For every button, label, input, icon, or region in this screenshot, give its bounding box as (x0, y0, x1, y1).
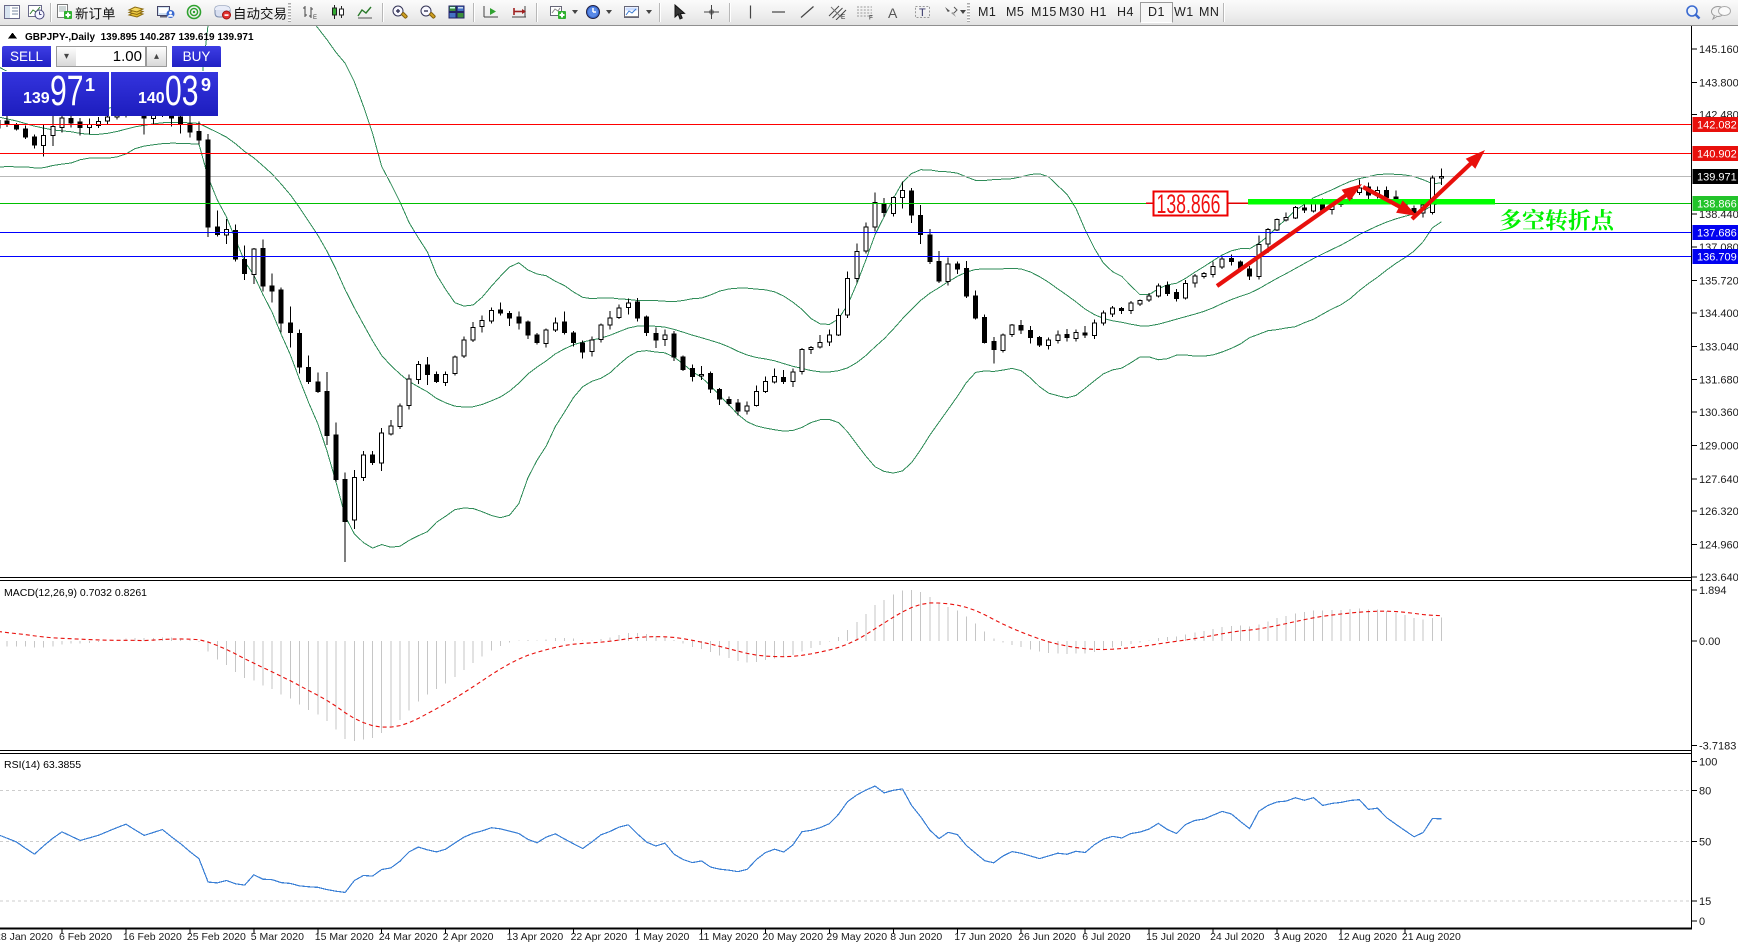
svg-text:136.709: 136.709 (1697, 251, 1737, 263)
svg-text:0: 0 (1699, 916, 1705, 928)
svg-text:123.640: 123.640 (1699, 572, 1738, 584)
svg-text:145.160: 145.160 (1699, 44, 1738, 56)
svg-text:138.866: 138.866 (1697, 198, 1737, 210)
svg-text:21 Aug 2020: 21 Aug 2020 (1402, 931, 1461, 943)
svg-text:8 Jun 2020: 8 Jun 2020 (890, 931, 942, 943)
svg-text:133.040: 133.040 (1699, 341, 1738, 353)
svg-text:24 Mar 2020: 24 Mar 2020 (379, 931, 438, 943)
svg-text:T: T (919, 7, 926, 19)
svg-text:11 May 2020: 11 May 2020 (699, 931, 759, 943)
svg-text:2 Apr 2020: 2 Apr 2020 (443, 931, 494, 943)
svg-text:135.720: 135.720 (1699, 276, 1738, 288)
svg-text:129.000: 129.000 (1699, 440, 1738, 452)
svg-text:124.960: 124.960 (1699, 540, 1738, 552)
svg-text:6 Feb 2020: 6 Feb 2020 (59, 931, 112, 943)
svg-text:RSI(14) 63.3855: RSI(14) 63.3855 (4, 759, 81, 771)
svg-text:17 Jun 2020: 17 Jun 2020 (954, 931, 1012, 943)
svg-text:5 Mar 2020: 5 Mar 2020 (251, 931, 304, 943)
svg-text:15 Mar 2020: 15 Mar 2020 (315, 931, 374, 943)
svg-text:138.866: 138.866 (1157, 188, 1221, 219)
svg-text:16 Feb 2020: 16 Feb 2020 (123, 931, 182, 943)
svg-text:143.800: 143.800 (1699, 77, 1738, 89)
svg-text:1.894: 1.894 (1699, 585, 1727, 597)
svg-text:100: 100 (1699, 757, 1717, 769)
svg-text:29 May 2020: 29 May 2020 (826, 931, 887, 943)
svg-text:3 Aug 2020: 3 Aug 2020 (1274, 931, 1327, 943)
svg-text:50: 50 (1699, 837, 1711, 849)
svg-text:25 Feb 2020: 25 Feb 2020 (187, 931, 246, 943)
svg-text:13 Apr 2020: 13 Apr 2020 (507, 931, 564, 943)
svg-text:142.082: 142.082 (1697, 120, 1737, 132)
svg-text:15: 15 (1699, 896, 1711, 908)
svg-text:GBPJPY-,Daily 139.895 140.287: GBPJPY-,Daily 139.895 140.287 139.619 13… (25, 32, 254, 43)
svg-text:E: E (841, 14, 846, 20)
svg-text:140.902: 140.902 (1697, 148, 1737, 160)
svg-text:127.640: 127.640 (1699, 474, 1738, 486)
svg-text:131.680: 131.680 (1699, 375, 1738, 387)
svg-text:80: 80 (1699, 785, 1711, 797)
svg-text:137.686: 137.686 (1697, 227, 1737, 239)
svg-text:26 Jun 2020: 26 Jun 2020 (1018, 931, 1076, 943)
svg-text:6 Jul 2020: 6 Jul 2020 (1082, 931, 1131, 943)
svg-text:139.971: 139.971 (1697, 171, 1737, 183)
svg-text:130.360: 130.360 (1699, 407, 1738, 419)
svg-text:22 Apr 2020: 22 Apr 2020 (571, 931, 628, 943)
svg-text:28 Jan 2020: 28 Jan 2020 (0, 931, 53, 943)
svg-text:15 Jul 2020: 15 Jul 2020 (1146, 931, 1200, 943)
svg-text:0.00: 0.00 (1699, 636, 1720, 648)
svg-text:MACD(12,26,9) 0.7032 0.8261: MACD(12,26,9) 0.7032 0.8261 (4, 587, 147, 599)
svg-text:1 May 2020: 1 May 2020 (635, 931, 690, 943)
svg-text:126.320: 126.320 (1699, 506, 1738, 518)
svg-text:134.400: 134.400 (1699, 308, 1738, 320)
svg-text:24 Jul 2020: 24 Jul 2020 (1210, 931, 1264, 943)
svg-text:-3.7183: -3.7183 (1699, 741, 1736, 753)
svg-text:F: F (869, 15, 873, 21)
svg-text:E: E (313, 15, 317, 20)
svg-text:20 May 2020: 20 May 2020 (762, 931, 823, 943)
svg-text:12 Aug 2020: 12 Aug 2020 (1338, 931, 1397, 943)
svg-text:138.440: 138.440 (1699, 209, 1738, 221)
